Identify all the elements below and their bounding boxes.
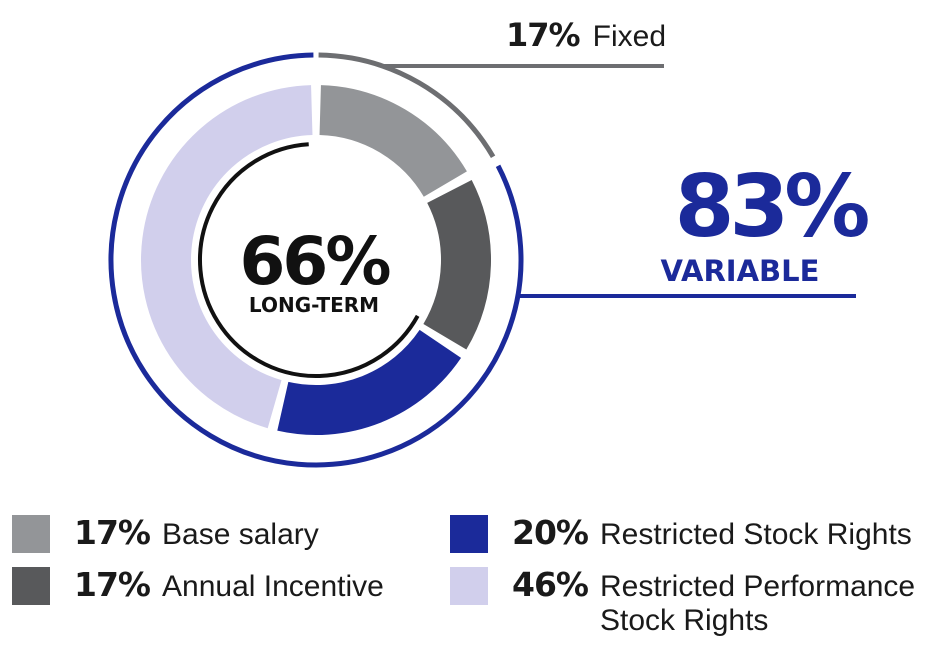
variable-pct: 83%: [675, 157, 869, 257]
slice-restricted-stock-rights: [277, 329, 462, 435]
long-term-arc-path: [198, 142, 420, 378]
legend-label: Base salary: [162, 518, 319, 551]
legend-swatch: [450, 567, 488, 605]
center-value: 66%: [240, 223, 391, 300]
legend-label: Annual Incentive: [162, 570, 384, 603]
legend-label: Restricted Stock Rights: [600, 518, 912, 551]
variable-outer-arc: [108, 52, 524, 468]
long-term-inner-arc: [198, 142, 420, 378]
fixed-pct: 17%: [506, 16, 581, 54]
legend-item-annual-incentive: 17% Annual Incentive: [12, 565, 384, 605]
legend-item-restricted-stock-rights: 20% Restricted Stock Rights: [450, 513, 912, 553]
legend-swatch: [450, 515, 488, 553]
fixed-ring-arc: [318, 52, 496, 159]
slice-restricted-performance-stock-rights: [141, 85, 313, 429]
legend-label: Restricted Performance Stock Rights: [600, 570, 916, 637]
legend-item-restricted-performance-stock-rights: 46% Restricted Performance Stock Rights: [450, 565, 920, 638]
legend-pct: 46%: [512, 565, 589, 604]
slice-base-salary: [318, 85, 467, 198]
slice-annual-incentive: [423, 180, 491, 350]
legend-item-base-salary: 17% Base salary: [12, 513, 319, 553]
fixed-annotation: 17% Fixed: [506, 16, 666, 54]
fixed-label: Fixed: [593, 20, 666, 53]
center-label: LONG-TERM: [249, 293, 379, 317]
variable-ring-arc: [108, 52, 524, 468]
legend-pct: 20%: [512, 513, 589, 552]
legend-swatch: [12, 567, 50, 605]
fixed-outer-arc: [318, 52, 496, 159]
legend-swatch: [12, 515, 50, 553]
donut-slices: [141, 85, 491, 435]
legend-pct: 17%: [74, 565, 151, 604]
variable-label: VARIABLE: [661, 254, 820, 288]
legend-pct: 17%: [74, 513, 151, 552]
